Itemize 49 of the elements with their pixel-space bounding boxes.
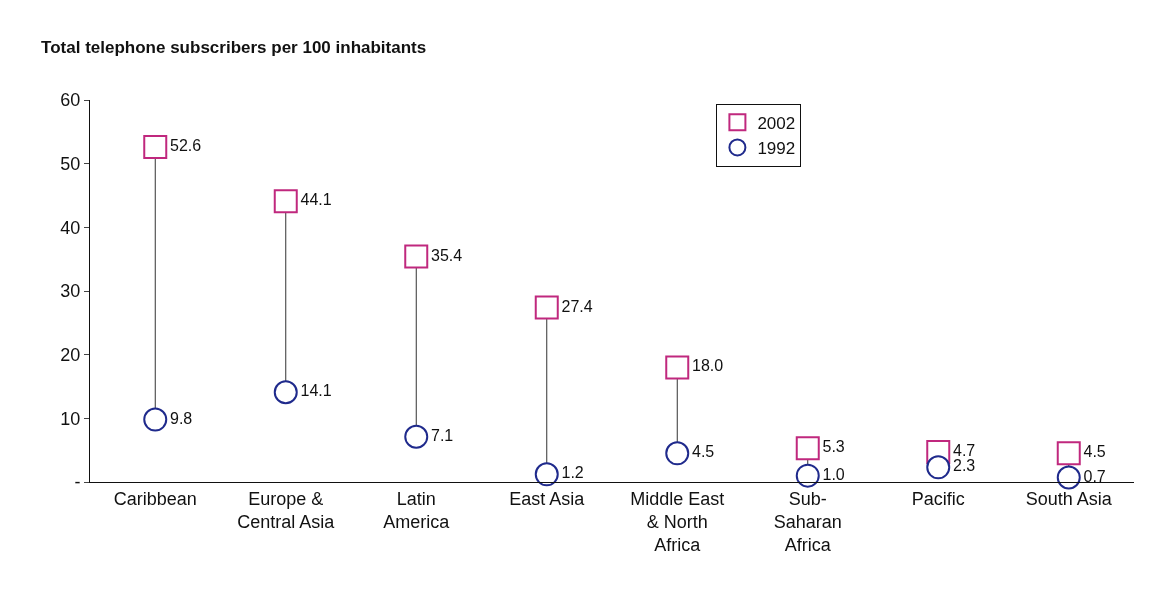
data-label: 0.7 <box>1083 467 1106 485</box>
x-tick-label: Middle East & North Africa <box>630 488 725 556</box>
point <box>1056 465 1081 490</box>
data-label: 2.3 <box>953 457 976 475</box>
y-tick-label: 20 <box>60 344 81 365</box>
data-label: 18.0 <box>692 357 724 375</box>
point <box>404 244 429 269</box>
data-label: 14.1 <box>300 382 332 400</box>
point <box>143 407 168 432</box>
point <box>665 441 690 466</box>
y-tick-label: - <box>74 472 81 493</box>
legend-label: 2002 <box>757 114 796 133</box>
x-tick-label: Pacific <box>911 488 965 509</box>
point <box>1056 441 1081 466</box>
y-tick-label: 40 <box>60 217 81 238</box>
point <box>795 463 820 488</box>
data-label: 4.7 <box>953 442 976 460</box>
point <box>273 189 298 214</box>
data-label: 52.6 <box>170 137 202 155</box>
legend-label: 1992 <box>757 139 796 159</box>
point <box>534 462 559 487</box>
x-tick-label: Europe & Central Asia <box>237 488 336 532</box>
point <box>926 455 951 480</box>
x-tick-label: Sub- Saharan Africa <box>773 488 842 556</box>
data-label: 9.8 <box>170 409 193 427</box>
point <box>143 135 168 160</box>
point <box>404 424 429 449</box>
data-label: 35.4 <box>431 246 463 264</box>
data-label: 4.5 <box>1083 443 1106 461</box>
data-label: 1.2 <box>561 464 584 482</box>
y-tick-label: 60 <box>60 90 81 111</box>
data-label: 5.3 <box>822 438 845 456</box>
data-label: 7.1 <box>431 426 454 444</box>
data-label: 4.5 <box>692 443 715 461</box>
data-label: 27.4 <box>561 297 593 315</box>
data-label: 44.1 <box>300 191 332 209</box>
x-tick-label: East Asia <box>509 488 586 509</box>
point <box>534 295 559 320</box>
x-tick-label: Caribbean <box>113 488 197 509</box>
x-tick-label: Latin America <box>383 488 451 532</box>
point <box>665 355 690 380</box>
data-label: 1.0 <box>822 465 845 483</box>
y-tick-label: 30 <box>60 281 81 302</box>
chart-title: Total telephone subscribers per 100 inhabitants <box>41 38 427 58</box>
point <box>795 436 820 461</box>
point <box>273 380 298 405</box>
y-tick-label: 50 <box>60 153 81 174</box>
y-tick-label: 10 <box>60 408 81 429</box>
x-tick-label: South Asia <box>1025 488 1113 509</box>
